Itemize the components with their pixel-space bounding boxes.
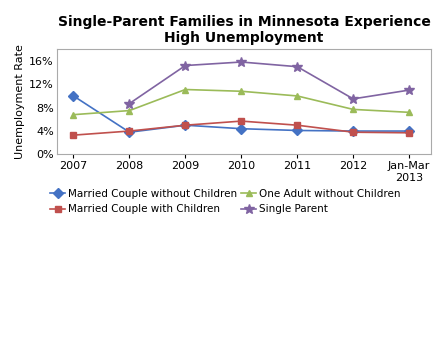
Married Couple without Children <box>350 129 356 133</box>
Y-axis label: Unemployment Rate: Unemployment Rate <box>15 44 25 159</box>
One Adult without Children <box>406 110 412 114</box>
Married Couple without Children <box>71 94 76 98</box>
Married Couple with Children <box>71 133 76 137</box>
Married Couple with Children <box>406 131 412 135</box>
Line: Married Couple without Children: Married Couple without Children <box>70 92 413 136</box>
One Adult without Children <box>350 107 356 111</box>
Single Parent <box>127 102 132 106</box>
Line: Married Couple with Children: Married Couple with Children <box>70 118 413 139</box>
Married Couple without Children <box>406 129 412 133</box>
Single Parent <box>406 88 412 92</box>
Married Couple without Children <box>183 123 188 127</box>
Married Couple with Children <box>183 123 188 127</box>
Single Parent <box>350 97 356 101</box>
One Adult without Children <box>295 94 300 98</box>
Single Parent <box>295 65 300 69</box>
One Adult without Children <box>183 88 188 92</box>
Married Couple with Children <box>295 123 300 127</box>
One Adult without Children <box>127 108 132 113</box>
Married Couple without Children <box>295 128 300 132</box>
Single Parent <box>239 60 244 64</box>
Line: One Adult without Children: One Adult without Children <box>70 86 413 118</box>
One Adult without Children <box>239 89 244 93</box>
Single Parent <box>183 64 188 68</box>
Married Couple with Children <box>239 119 244 123</box>
Title: Single-Parent Families in Minnesota Experience
High Unemployment: Single-Parent Families in Minnesota Expe… <box>58 15 430 45</box>
Legend: Married Couple without Children, Married Couple with Children, One Adult without: Married Couple without Children, Married… <box>50 189 401 214</box>
Married Couple without Children <box>127 130 132 134</box>
One Adult without Children <box>71 113 76 117</box>
Line: Single Parent: Single Parent <box>125 57 414 108</box>
Married Couple with Children <box>127 129 132 133</box>
Married Couple with Children <box>350 130 356 134</box>
Married Couple without Children <box>239 127 244 131</box>
